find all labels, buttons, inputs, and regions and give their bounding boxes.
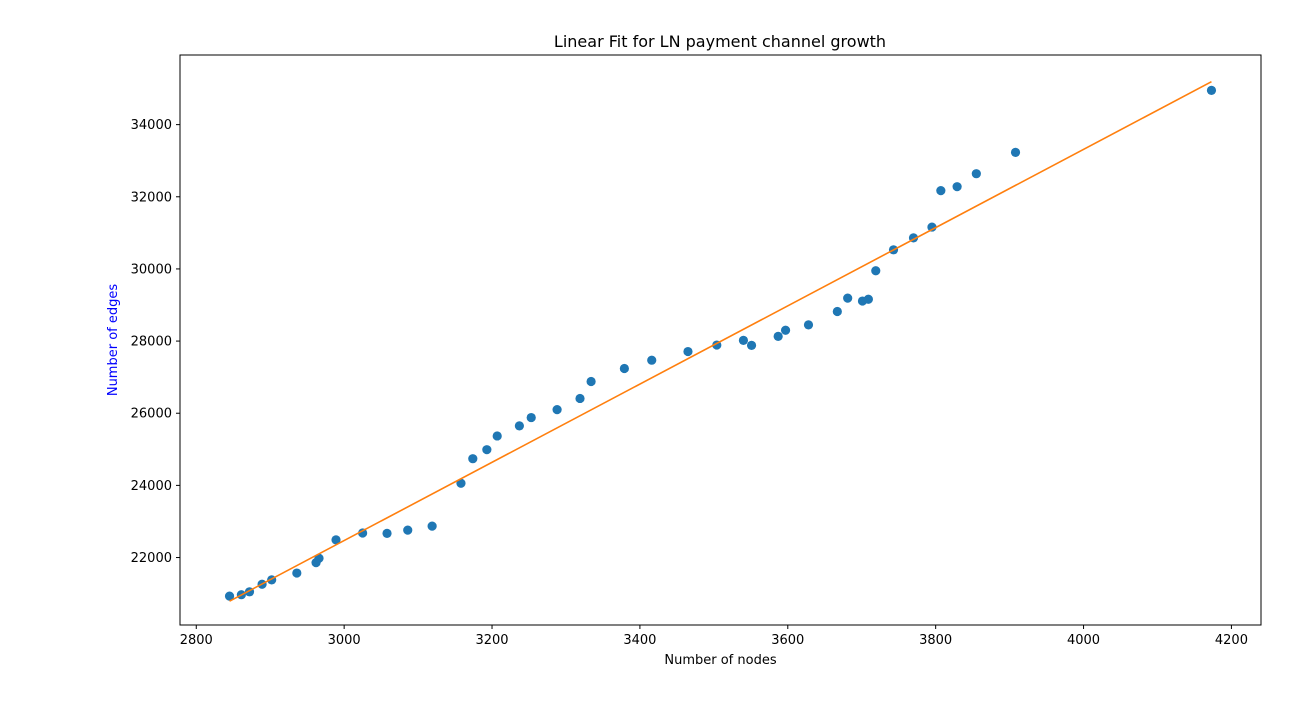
data-point (927, 222, 937, 232)
data-point (552, 405, 562, 415)
x-tick-label: 4000 (1067, 633, 1100, 648)
x-tick-label: 4200 (1215, 633, 1248, 648)
data-point (382, 528, 392, 538)
data-point (526, 412, 536, 423)
data-point (575, 393, 585, 404)
x-axis: 2800 3000 3200 3400 3600 3800 4000 4200 (180, 625, 1248, 648)
y-axis: 22000 24000 26000 28000 30000 32000 34000 (131, 118, 180, 566)
y-tick-label: 34000 (131, 118, 172, 133)
x-tick-label: 3800 (919, 633, 952, 648)
data-point (871, 266, 881, 276)
y-tick-label: 32000 (131, 190, 172, 205)
y-tick-label: 30000 (131, 262, 172, 277)
x-tick-label: 3000 (328, 633, 361, 648)
y-tick-label: 24000 (131, 479, 172, 494)
x-tick-label: 2800 (180, 633, 213, 648)
data-point (224, 591, 235, 601)
data-point (482, 445, 492, 455)
data-point (619, 363, 629, 374)
data-point (331, 535, 341, 545)
data-point (746, 340, 757, 351)
data-point (780, 325, 791, 335)
data-point (803, 320, 814, 330)
data-point (843, 293, 853, 303)
y-axis-label: Number of edges (106, 284, 121, 397)
plot-area (224, 80, 1217, 602)
data-point (952, 182, 962, 192)
data-point (738, 335, 749, 345)
data-point (403, 525, 413, 535)
y-tick-label: 22000 (131, 551, 172, 566)
data-point (492, 431, 502, 441)
x-axis-label: Number of nodes (664, 653, 776, 668)
y-tick-label: 28000 (131, 335, 172, 350)
data-point (292, 568, 302, 578)
data-point (773, 331, 783, 341)
x-tick-label: 3200 (475, 633, 508, 648)
data-point (647, 355, 657, 365)
data-point (1206, 85, 1217, 95)
x-tick-label: 3400 (623, 633, 656, 648)
x-tick-label: 3600 (771, 633, 804, 648)
data-point (514, 421, 524, 431)
fit-line (229, 80, 1212, 602)
data-point (936, 186, 946, 196)
data-point (586, 376, 596, 387)
data-point (468, 454, 478, 464)
data-point (358, 528, 368, 538)
plot-frame (179, 54, 1262, 626)
data-point (832, 306, 842, 317)
chart-title: Linear Fit for LN payment channel growth (554, 32, 886, 51)
data-point (456, 478, 466, 488)
data-point (863, 294, 873, 304)
data-point (683, 346, 693, 357)
data-point (1010, 147, 1021, 158)
data-point (971, 169, 981, 179)
data-point (427, 521, 437, 531)
y-tick-label: 26000 (131, 407, 172, 422)
